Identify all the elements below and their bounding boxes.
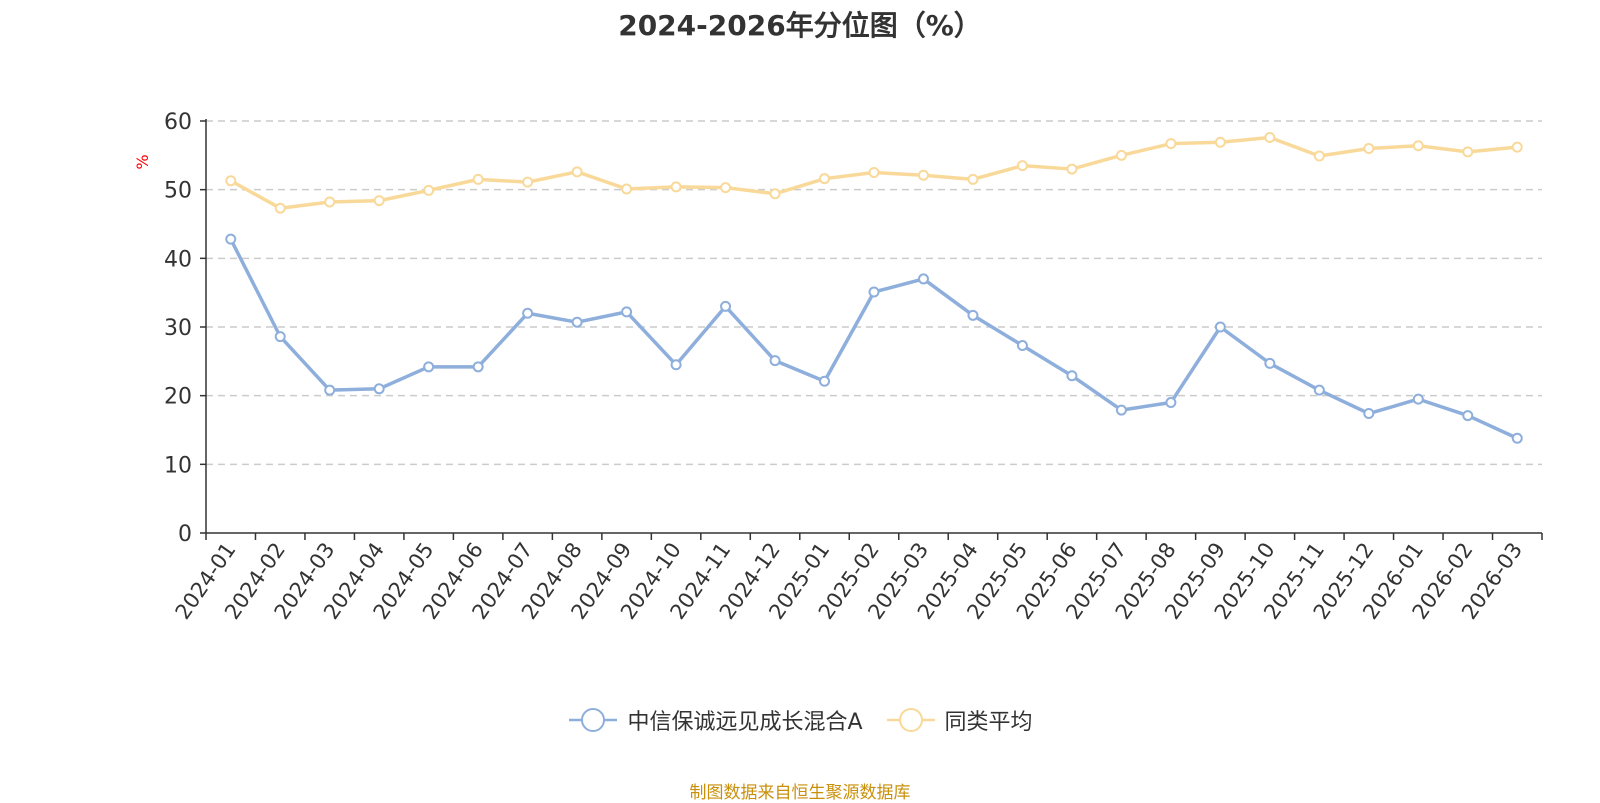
data-point (324, 196, 336, 208)
data-point (917, 273, 929, 285)
series-2 (225, 131, 1523, 214)
y-axis: 0 10 20 30 40 50 60 (164, 110, 207, 547)
legend-line-marker-icon (569, 708, 618, 732)
data-point (423, 184, 435, 196)
data-point (917, 169, 929, 181)
series-1 (225, 233, 1523, 444)
y-tick-label: 10 (164, 453, 192, 478)
data-point (720, 182, 732, 194)
y-tick-label: 60 (164, 110, 192, 135)
y-tick-label: 40 (164, 247, 192, 272)
data-point (1363, 142, 1375, 154)
legend-item-2[interactable]: 同类平均 (885, 704, 1033, 736)
data-point (1462, 146, 1474, 158)
data-point (1313, 384, 1325, 396)
series-line (228, 237, 1520, 440)
legend-label: 同类平均 (944, 710, 1033, 735)
legend: 中信保诚远见成长混合A 同类平均 (0, 704, 1600, 736)
data-point (1165, 138, 1177, 150)
data-point (1363, 408, 1375, 420)
data-point (819, 375, 831, 387)
data-point (769, 355, 781, 367)
legend-item-1[interactable]: 中信保诚远见成长混合A (567, 704, 863, 736)
y-tick-label: 0 (178, 522, 192, 547)
data-point (1264, 357, 1276, 369)
data-point (1066, 370, 1078, 382)
y-tick-label: 50 (164, 179, 192, 204)
data-point (670, 181, 682, 193)
data-point (720, 300, 732, 312)
data-point (373, 383, 385, 395)
data-point (472, 361, 484, 373)
data-point (1115, 149, 1127, 161)
data-point (1264, 131, 1276, 143)
data-point (868, 286, 880, 298)
data-point (1165, 397, 1177, 409)
data-point (1214, 136, 1226, 148)
data-point (472, 173, 484, 185)
x-axis: 2024-012024-022024-032024-042024-052024-… (171, 532, 1543, 624)
data-point (670, 359, 682, 371)
legend-line-marker-icon (886, 708, 935, 732)
data-point (1462, 410, 1474, 422)
data-point (423, 361, 435, 373)
source-note: 制图数据来自恒生聚源数据库 (689, 783, 911, 803)
data-point (621, 306, 633, 318)
data-point (1412, 140, 1424, 152)
data-point (324, 384, 336, 396)
data-point (373, 195, 385, 207)
data-point (769, 188, 781, 200)
data-point (522, 176, 534, 188)
data-point (274, 202, 286, 214)
data-point (967, 309, 979, 321)
data-point (1511, 141, 1523, 153)
data-point (1016, 160, 1028, 172)
chart-title: 2024-2026年分位图（%） (618, 9, 982, 42)
legend-label: 中信保诚远见成长混合A (627, 710, 863, 735)
data-point (868, 167, 880, 178)
data-point (571, 316, 583, 328)
data-point (522, 307, 534, 319)
data-point (967, 173, 979, 185)
data-point (1016, 340, 1028, 352)
data-point (1066, 163, 1078, 175)
y-tick-label: 30 (164, 316, 192, 341)
data-point (1313, 150, 1325, 162)
data-point (225, 233, 237, 245)
data-point (1412, 393, 1424, 405)
data-point (621, 183, 633, 195)
data-point (274, 331, 286, 343)
data-point (819, 173, 831, 185)
data-point (225, 175, 237, 187)
data-point (1511, 432, 1523, 444)
data-point (571, 166, 583, 178)
data-point (1214, 321, 1226, 333)
y-axis-label: % (133, 154, 152, 169)
y-tick-label: 20 (164, 385, 192, 410)
data-point (1115, 404, 1127, 416)
